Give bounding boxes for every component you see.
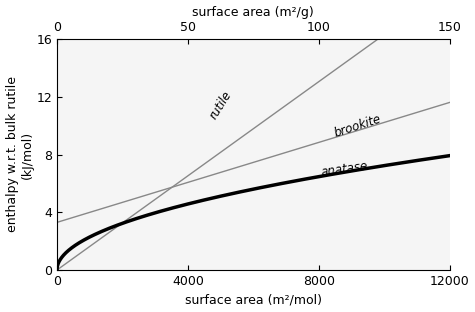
Text: rutile: rutile	[207, 88, 234, 121]
Text: brookite: brookite	[333, 113, 383, 140]
Text: anatase: anatase	[321, 160, 369, 179]
X-axis label: surface area (m²/mol): surface area (m²/mol)	[185, 294, 322, 306]
X-axis label: surface area (m²/g): surface area (m²/g)	[192, 6, 314, 18]
Y-axis label: enthalpy w.r.t. bulk rutile
(kJ/mol): enthalpy w.r.t. bulk rutile (kJ/mol)	[6, 76, 34, 232]
